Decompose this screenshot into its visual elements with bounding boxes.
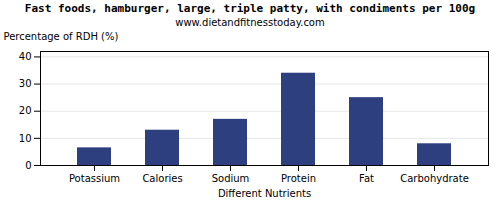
svg-text:30: 30 xyxy=(19,78,32,89)
svg-text:Different Nutrients: Different Nutrients xyxy=(218,188,311,199)
svg-text:Sodium: Sodium xyxy=(212,173,250,184)
svg-text:Carbohydrate: Carbohydrate xyxy=(400,173,469,184)
svg-text:Percentage of RDH (%): Percentage of RDH (%) xyxy=(4,31,119,42)
svg-text:20: 20 xyxy=(19,105,32,116)
svg-text:0: 0 xyxy=(25,160,31,171)
svg-text:Protein: Protein xyxy=(281,173,316,184)
svg-text:Fat: Fat xyxy=(359,173,374,184)
svg-text:40: 40 xyxy=(19,51,32,62)
svg-text:Potassium: Potassium xyxy=(69,173,120,184)
html-text:www.dietandfitnesstoday.com: www.dietandfitnesstoday.com xyxy=(175,17,325,28)
svg-text:10: 10 xyxy=(19,133,32,144)
html-text:Fast foods, hamburger, large,: Fast foods, hamburger, large, triple pat… xyxy=(24,2,476,15)
svg-text:Calories: Calories xyxy=(142,173,182,184)
